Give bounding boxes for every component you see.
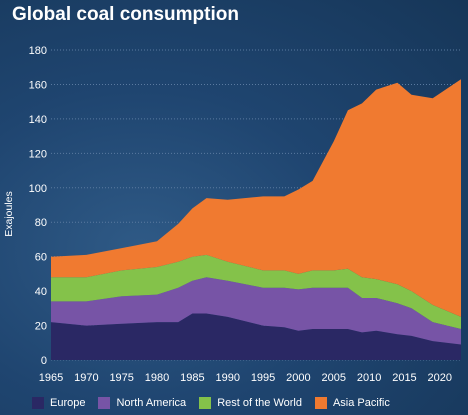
x-tick-labels: 1965 1970 1975 1980 1985 1990 1995 2000 2005 2010…	[39, 372, 452, 384]
area-north-america	[51, 277, 461, 345]
legend-label: Asia Pacific	[332, 397, 390, 409]
stacked-areas	[51, 79, 461, 360]
y-tick-label: 0	[41, 355, 47, 367]
y-tick-label: 40	[35, 286, 47, 298]
y-tick-label: 140	[29, 114, 47, 126]
y-tick-label: 20	[35, 321, 47, 333]
x-tick-label: 2020	[428, 372, 452, 384]
y-tick-label: 80	[35, 217, 47, 229]
legend-swatch	[199, 397, 212, 409]
y-tick-label: 120	[29, 148, 47, 160]
legend-item: Asia Pacific	[314, 397, 390, 409]
x-tick-label: 1970	[74, 372, 98, 384]
area-europe	[51, 313, 461, 360]
legend-swatch	[314, 397, 327, 409]
area-asia-pacific	[51, 79, 461, 317]
coal-consumption-chart: 0 20 40 60 80 100 120 140 160 180 1965 1970 1975 198…	[29, 45, 461, 384]
y-tick-label: 160	[29, 79, 47, 91]
x-tick-label: 1985	[180, 372, 204, 384]
legend-item: Europe	[32, 397, 85, 409]
legend-item: Rest of the World	[199, 397, 302, 409]
area-rest-of-the-world	[51, 254, 461, 329]
x-tick-label: 1975	[109, 372, 133, 384]
legend-swatch	[32, 397, 44, 409]
x-tick-label: 2005	[322, 372, 346, 384]
legend-swatch	[98, 397, 111, 409]
legend-label: North America	[116, 397, 187, 409]
x-tick-label: 1990	[215, 372, 239, 384]
legend-label: Europe	[50, 397, 86, 409]
x-tick-label: 2000	[286, 372, 310, 384]
x-tick-label: 1980	[145, 372, 169, 384]
x-tick-label: 2010	[357, 372, 381, 384]
legend-item: North America	[98, 397, 186, 409]
x-tick-label: 1995	[251, 372, 275, 384]
y-tick-labels: 0 20 40 60 80 100 120 140 160 180	[29, 45, 47, 367]
legend-label: Rest of the World	[217, 397, 302, 409]
chart-legend: Europe North America Rest of the World Asia…	[32, 397, 403, 409]
y-tick-label: 100	[29, 183, 47, 195]
chart-title: Global coal consumption	[12, 4, 239, 25]
y-tick-label: 180	[29, 45, 47, 57]
x-tick-label: 2015	[392, 372, 416, 384]
y-tick-label: 60	[35, 252, 47, 264]
x-tick-label: 1965	[39, 372, 63, 384]
